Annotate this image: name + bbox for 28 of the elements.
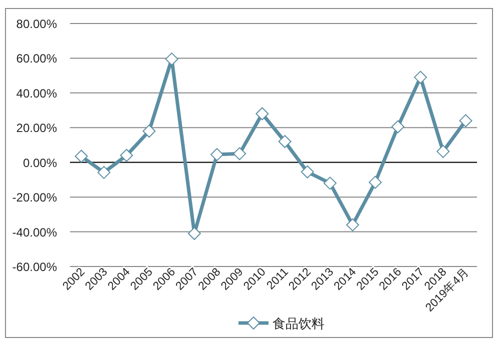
y-tick-label: 80.00% xyxy=(16,17,58,31)
point xyxy=(256,107,269,120)
legend: 食品饮料 xyxy=(238,316,324,331)
point xyxy=(368,176,382,189)
y-tick-label: 0.00% xyxy=(22,156,58,170)
y-tick-label: -40.00% xyxy=(12,225,58,240)
y-tick-label: 20.00% xyxy=(16,121,58,136)
legend-label: 食品饮料 xyxy=(272,316,324,331)
point xyxy=(324,176,337,190)
y-tick-label: -20.00% xyxy=(12,190,58,205)
point xyxy=(300,165,314,178)
point xyxy=(414,70,427,84)
point xyxy=(210,148,224,162)
point xyxy=(346,218,360,232)
point xyxy=(233,147,246,160)
y-tick-label: 40.00% xyxy=(16,86,58,100)
y-tick-label: 60.00% xyxy=(16,52,58,66)
point xyxy=(188,227,201,240)
y-tick-label: -60.00% xyxy=(12,260,58,274)
point xyxy=(97,166,110,179)
point xyxy=(74,150,88,163)
point xyxy=(278,135,292,148)
point xyxy=(391,120,404,134)
point xyxy=(459,114,472,128)
point xyxy=(120,148,134,162)
point xyxy=(436,144,450,158)
point xyxy=(142,124,156,138)
point xyxy=(165,52,178,66)
